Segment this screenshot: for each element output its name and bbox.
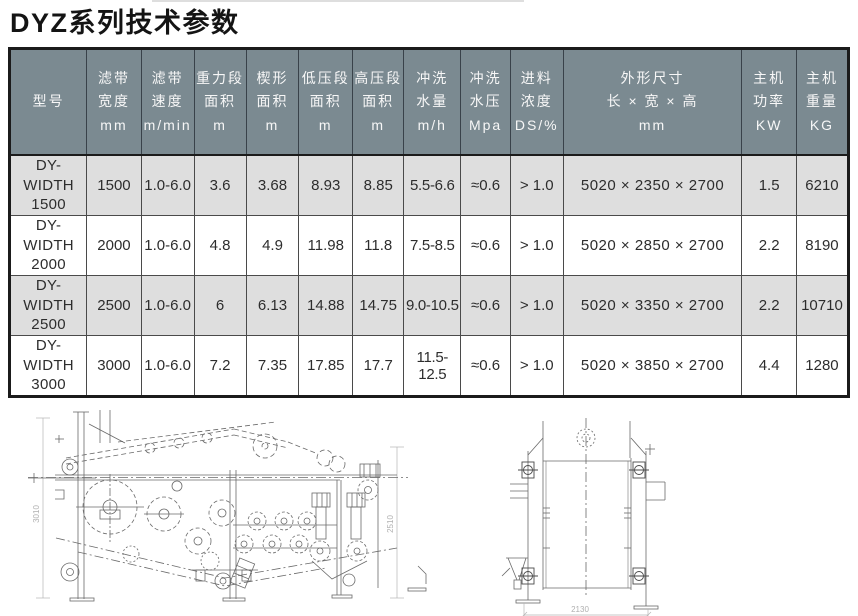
cell-belt-speed: 1.0-6.0 (140, 335, 195, 397)
cell-power: 4.4 (741, 335, 797, 397)
cell-gravity-area: 4.8 (193, 215, 247, 276)
cell-wedge-area: 6.13 (245, 275, 300, 336)
cell-wedge-area: 4.9 (245, 215, 300, 276)
cell-feed-concentration: > 1.0 (509, 275, 564, 336)
col-header-low-pressure-area: 低压段 面积 m (298, 48, 354, 156)
cell-model: DY- WIDTH 1500 (8, 154, 88, 216)
cell-low-pressure-area: 8.93 (298, 154, 354, 216)
cell-high-pressure-area: 11.8 (352, 215, 405, 276)
end-view-width-dim: 2130 (571, 605, 589, 614)
cell-wash-volume: 9.0-10.5 (403, 275, 462, 336)
cell-feed-concentration: > 1.0 (509, 335, 564, 397)
cell-belt-width: 2500 (86, 275, 142, 336)
spec-table: 型号 滤带 宽度 mm 滤带 速度 m/min 重力段 面积 m 楔形 面积 m… (8, 47, 850, 398)
col-header-wedge-area: 楔形 面积 m (245, 48, 300, 156)
table-row-dy3000: DY- WIDTH 3000 3000 1.0-6.0 7.2 7.35 17.… (8, 335, 850, 397)
col-header-gravity-area: 重力段 面积 m (193, 48, 247, 156)
cell-model: DY- WIDTH 2500 (8, 275, 88, 336)
cell-belt-width: 3000 (86, 335, 142, 397)
side-view-height-dim-right: 2510 (386, 515, 395, 533)
cell-wash-pressure: ≈0.6 (460, 154, 511, 216)
cell-high-pressure-area: 14.75 (352, 275, 405, 336)
cell-weight: 6210 (795, 154, 850, 216)
cell-belt-width: 1500 (86, 154, 142, 216)
cell-wash-pressure: ≈0.6 (460, 215, 511, 276)
cell-feed-concentration: > 1.0 (509, 215, 564, 276)
cell-belt-width: 2000 (86, 215, 142, 276)
col-header-wash-volume: 冲洗 水量 m/h (403, 48, 462, 156)
col-header-belt-speed: 滤带 速度 m/min (140, 48, 195, 156)
cell-low-pressure-area: 17.85 (298, 335, 354, 397)
col-header-belt-width: 滤带 宽度 mm (86, 48, 142, 156)
page-crop-artifact-line (152, 0, 524, 2)
cell-power: 2.2 (741, 215, 797, 276)
cell-belt-speed: 1.0-6.0 (140, 215, 195, 276)
cell-wash-volume: 11.5-12.5 (403, 335, 462, 397)
technical-drawings-section: 3010 2510 (0, 400, 858, 616)
cell-gravity-area: 6 (193, 275, 247, 336)
cell-belt-speed: 1.0-6.0 (140, 154, 195, 216)
cell-wash-pressure: ≈0.6 (460, 275, 511, 336)
col-header-dimensions: 外形尺寸 长 × 宽 × 高 mm (562, 48, 743, 156)
end-view-drawing: 2130 (501, 418, 666, 616)
table-row-dy1500: DY- WIDTH 1500 1500 1.0-6.0 3.6 3.68 8.9… (8, 154, 850, 216)
cell-weight: 10710 (795, 275, 850, 336)
cell-low-pressure-area: 11.98 (298, 215, 354, 276)
cell-wedge-area: 3.68 (245, 154, 300, 216)
col-header-power: 主机 功率 KW (741, 48, 797, 156)
cell-dimensions: 5020 × 3350 × 2700 (562, 275, 743, 336)
cell-weight: 8190 (795, 215, 850, 276)
col-header-feed-concentration: 进料 浓度 DS/% (509, 48, 564, 156)
cell-power: 2.2 (741, 275, 797, 336)
cell-gravity-area: 7.2 (193, 335, 247, 397)
page-title: DYZ系列技术参数 (10, 8, 240, 38)
cell-feed-concentration: > 1.0 (509, 154, 564, 216)
cell-wash-volume: 7.5-8.5 (403, 215, 462, 276)
cell-dimensions: 5020 × 3850 × 2700 (562, 335, 743, 397)
cell-model: DY- WIDTH 2000 (8, 215, 88, 276)
col-header-wash-pressure: 冲洗 水压 Mpa (460, 48, 511, 156)
header-row: 型号 滤带 宽度 mm 滤带 速度 m/min 重力段 面积 m 楔形 面积 m… (8, 48, 850, 156)
col-header-weight: 主机 重量 KG (795, 48, 850, 156)
cell-high-pressure-area: 8.85 (352, 154, 405, 216)
table-row-dy2000: DY- WIDTH 2000 2000 1.0-6.0 4.8 4.9 11.9… (8, 215, 850, 276)
table-row-dy2500: DY- WIDTH 2500 2500 1.0-6.0 6 6.13 14.88… (8, 275, 850, 336)
cell-wash-volume: 5.5-6.6 (403, 154, 462, 216)
cell-dimensions: 5020 × 2350 × 2700 (562, 154, 743, 216)
cell-dimensions: 5020 × 2850 × 2700 (562, 215, 743, 276)
cell-wash-pressure: ≈0.6 (460, 335, 511, 397)
col-header-model: 型号 (8, 48, 88, 156)
cell-belt-speed: 1.0-6.0 (140, 275, 195, 336)
side-view-drawing: 3010 2510 (28, 410, 427, 602)
col-header-high-pressure-area: 高压段 面积 m (352, 48, 405, 156)
cell-wedge-area: 7.35 (245, 335, 300, 397)
cell-model: DY- WIDTH 3000 (8, 335, 88, 397)
cell-power: 1.5 (741, 154, 797, 216)
cell-low-pressure-area: 14.88 (298, 275, 354, 336)
cell-high-pressure-area: 17.7 (352, 335, 405, 397)
cell-weight: 1280 (795, 335, 850, 397)
side-view-height-dim-left: 3010 (32, 505, 41, 523)
cell-gravity-area: 3.6 (193, 154, 247, 216)
